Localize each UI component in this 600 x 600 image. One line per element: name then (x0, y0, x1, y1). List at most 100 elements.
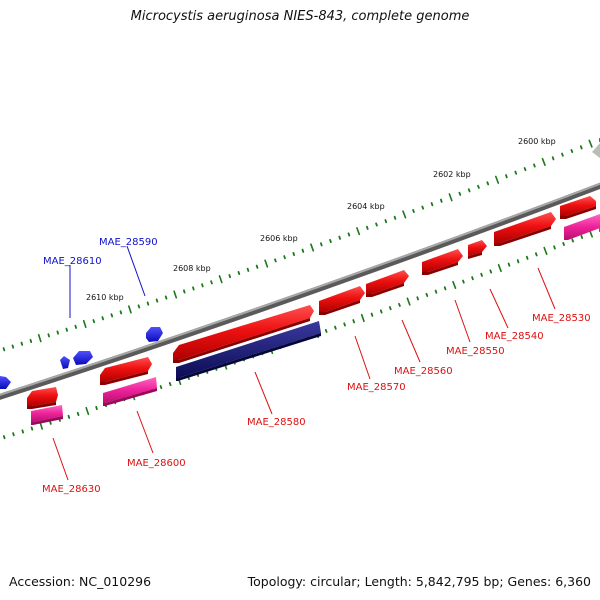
inner-ruler-minor-tick (159, 385, 163, 390)
outer-ruler-minor-tick (458, 191, 462, 196)
outer-ruler-minor-tick (210, 280, 213, 285)
gene-arrow-MAE_28520[interactable] (560, 196, 596, 219)
outer-ruler-minor-tick (347, 232, 351, 237)
inner-ruler-minor-tick (535, 252, 538, 257)
inner-ruler-minor-tick (324, 328, 328, 333)
map-title: Microcystis aeruginosa NIES-843, complet… (130, 9, 470, 24)
inner-ruler-minor-tick (425, 292, 429, 298)
gene-label-MAE_28630[interactable]: MAE_28630 (42, 484, 101, 495)
inner-ruler-major-tick (452, 280, 457, 290)
inner-ruler-minor-tick (76, 411, 80, 417)
label-leader-lines (52, 245, 556, 481)
outer-ruler-major-tick (264, 259, 269, 268)
outer-ruler-minor-tick (412, 208, 415, 214)
gene-arrow-MAE_28610-a[interactable] (73, 351, 93, 365)
gene-arrow-MAE_28560[interactable] (366, 270, 409, 297)
gene-arrow-edge-left[interactable] (0, 376, 11, 389)
gene-arrow-MAE_28600-forward[interactable] (100, 357, 152, 385)
gene-block-MAE_28530-pink[interactable] (564, 214, 600, 240)
outer-ruler-minor-tick (301, 248, 305, 253)
outer-ruler-minor-tick (570, 148, 574, 154)
outer-ruler-major-tick (356, 227, 361, 236)
gene-label-MAE_28580[interactable]: MAE_28580 (247, 417, 306, 428)
outer-ruler-major-tick (310, 243, 315, 252)
outer-ruler-minor-tick (201, 283, 204, 288)
outer-ruler-minor-tick (246, 267, 250, 272)
gene-labels: MAE_28530 MAE_28540 MAE_28550 MAE_28560 … (42, 237, 591, 495)
gene-label-MAE_28560[interactable]: MAE_28560 (394, 366, 453, 377)
outer-ruler-major-tick (494, 175, 500, 184)
inner-ruler-minor-tick (49, 420, 52, 425)
inner-ruler-major-tick (360, 313, 365, 323)
outer-ruler-minor-tick (439, 198, 443, 203)
gene-label-MAE_28590[interactable]: MAE_28590 (99, 237, 158, 248)
gene-arrow-MAE_28590[interactable] (146, 327, 163, 342)
kbp-label-2604: 2604 kbp (347, 202, 385, 211)
outer-ruler-minor-tick (505, 174, 508, 179)
gene-arrow-MAE_28630-forward[interactable] (27, 387, 58, 409)
inner-ruler-minor-tick (489, 269, 493, 274)
outer-ruler-minor-tick (551, 156, 555, 161)
outer-ruler-minor-tick (146, 301, 150, 306)
gene-label-MAE_28550[interactable]: MAE_28550 (446, 346, 505, 357)
gene-block-MAE_28630-pink[interactable] (31, 405, 63, 425)
gene-block-MAE_28580-highlight[interactable] (176, 321, 321, 381)
outer-ruler-minor-tick (110, 313, 114, 318)
inner-ruler-minor-tick (168, 381, 172, 387)
forward-strand-genes (27, 196, 596, 409)
gene-label-MAE_28610[interactable]: MAE_28610 (43, 256, 102, 267)
gene-arrow-MAE_28550[interactable] (422, 249, 463, 275)
outer-ruler-minor-tick (283, 255, 286, 260)
outer-ruler-minor-tick (11, 344, 15, 349)
kbp-scale-labels: 2600 kbp 2602 kbp 2604 kbp 2606 kbp 2608… (86, 137, 556, 302)
outer-ruler-minor-tick (467, 188, 471, 193)
outer-ruler-minor-tick (237, 270, 241, 276)
outer-ruler-major-tick (37, 333, 42, 343)
outer-ruler-minor-tick (579, 145, 583, 150)
gene-arrow-MAE_28540[interactable] (468, 240, 487, 259)
outer-ruler-minor-tick (338, 235, 342, 240)
inner-ruler-major-tick (85, 406, 90, 416)
inner-ruler-minor-tick (12, 432, 15, 437)
gene-arrow-MAE_28580-forward[interactable] (173, 305, 314, 363)
inner-ruler-minor-tick (462, 279, 465, 284)
outer-ruler-major-tick (82, 319, 87, 329)
inner-ruler-minor-tick (30, 426, 34, 431)
genome-summary-text: Topology: circular; Length: 5,842,795 bp… (247, 574, 591, 589)
inner-ruler-minor-tick (352, 319, 356, 324)
reverse-strand-genes (0, 327, 163, 389)
inner-ruler-minor-tick (3, 435, 6, 440)
inner-ruler-minor-tick (343, 322, 346, 327)
outer-ruler-ring (2, 137, 600, 352)
kbp-label-2606: 2606 kbp (260, 234, 298, 243)
kbp-label-2608: 2608 kbp (173, 264, 211, 273)
kbp-label-2610: 2610 kbp (86, 293, 124, 302)
inner-ruler-major-tick (497, 263, 502, 273)
outer-ruler-major-tick (541, 157, 546, 166)
gene-arrow-MAE_28610-b[interactable] (60, 356, 70, 369)
outer-ruler-minor-tick (274, 258, 277, 263)
gene-arrow-MAE_28530[interactable] (494, 212, 556, 246)
kbp-label-2600: 2600 kbp (518, 137, 556, 146)
gene-label-MAE_28600[interactable]: MAE_28600 (127, 458, 186, 469)
inner-ruler-minor-tick (21, 429, 25, 434)
gene-arrow-MAE_28570[interactable] (319, 286, 365, 315)
gene-label-MAE_28570[interactable]: MAE_28570 (347, 382, 406, 393)
backbone-end-marker (592, 143, 600, 158)
outer-ruler-minor-tick (486, 181, 490, 186)
outer-ruler-minor-tick (292, 251, 296, 257)
inner-ruler-minor-tick (443, 286, 447, 291)
outer-ruler-major-tick (402, 210, 407, 219)
outer-ruler-minor-tick (421, 205, 425, 210)
outer-ruler-minor-tick (101, 316, 104, 321)
inner-ruler-minor-tick (388, 306, 392, 311)
outer-ruler-minor-tick (319, 242, 323, 247)
outer-ruler-minor-tick (164, 295, 168, 300)
inner-ruler-minor-tick (525, 255, 529, 260)
gene-label-MAE_28540[interactable]: MAE_28540 (485, 331, 544, 342)
inner-ruler-minor-tick (416, 296, 420, 301)
gene-block-MAE_28600-pink[interactable] (103, 377, 157, 406)
outer-ruler-minor-tick (477, 184, 480, 189)
gene-label-MAE_28530[interactable]: MAE_28530 (532, 313, 591, 324)
